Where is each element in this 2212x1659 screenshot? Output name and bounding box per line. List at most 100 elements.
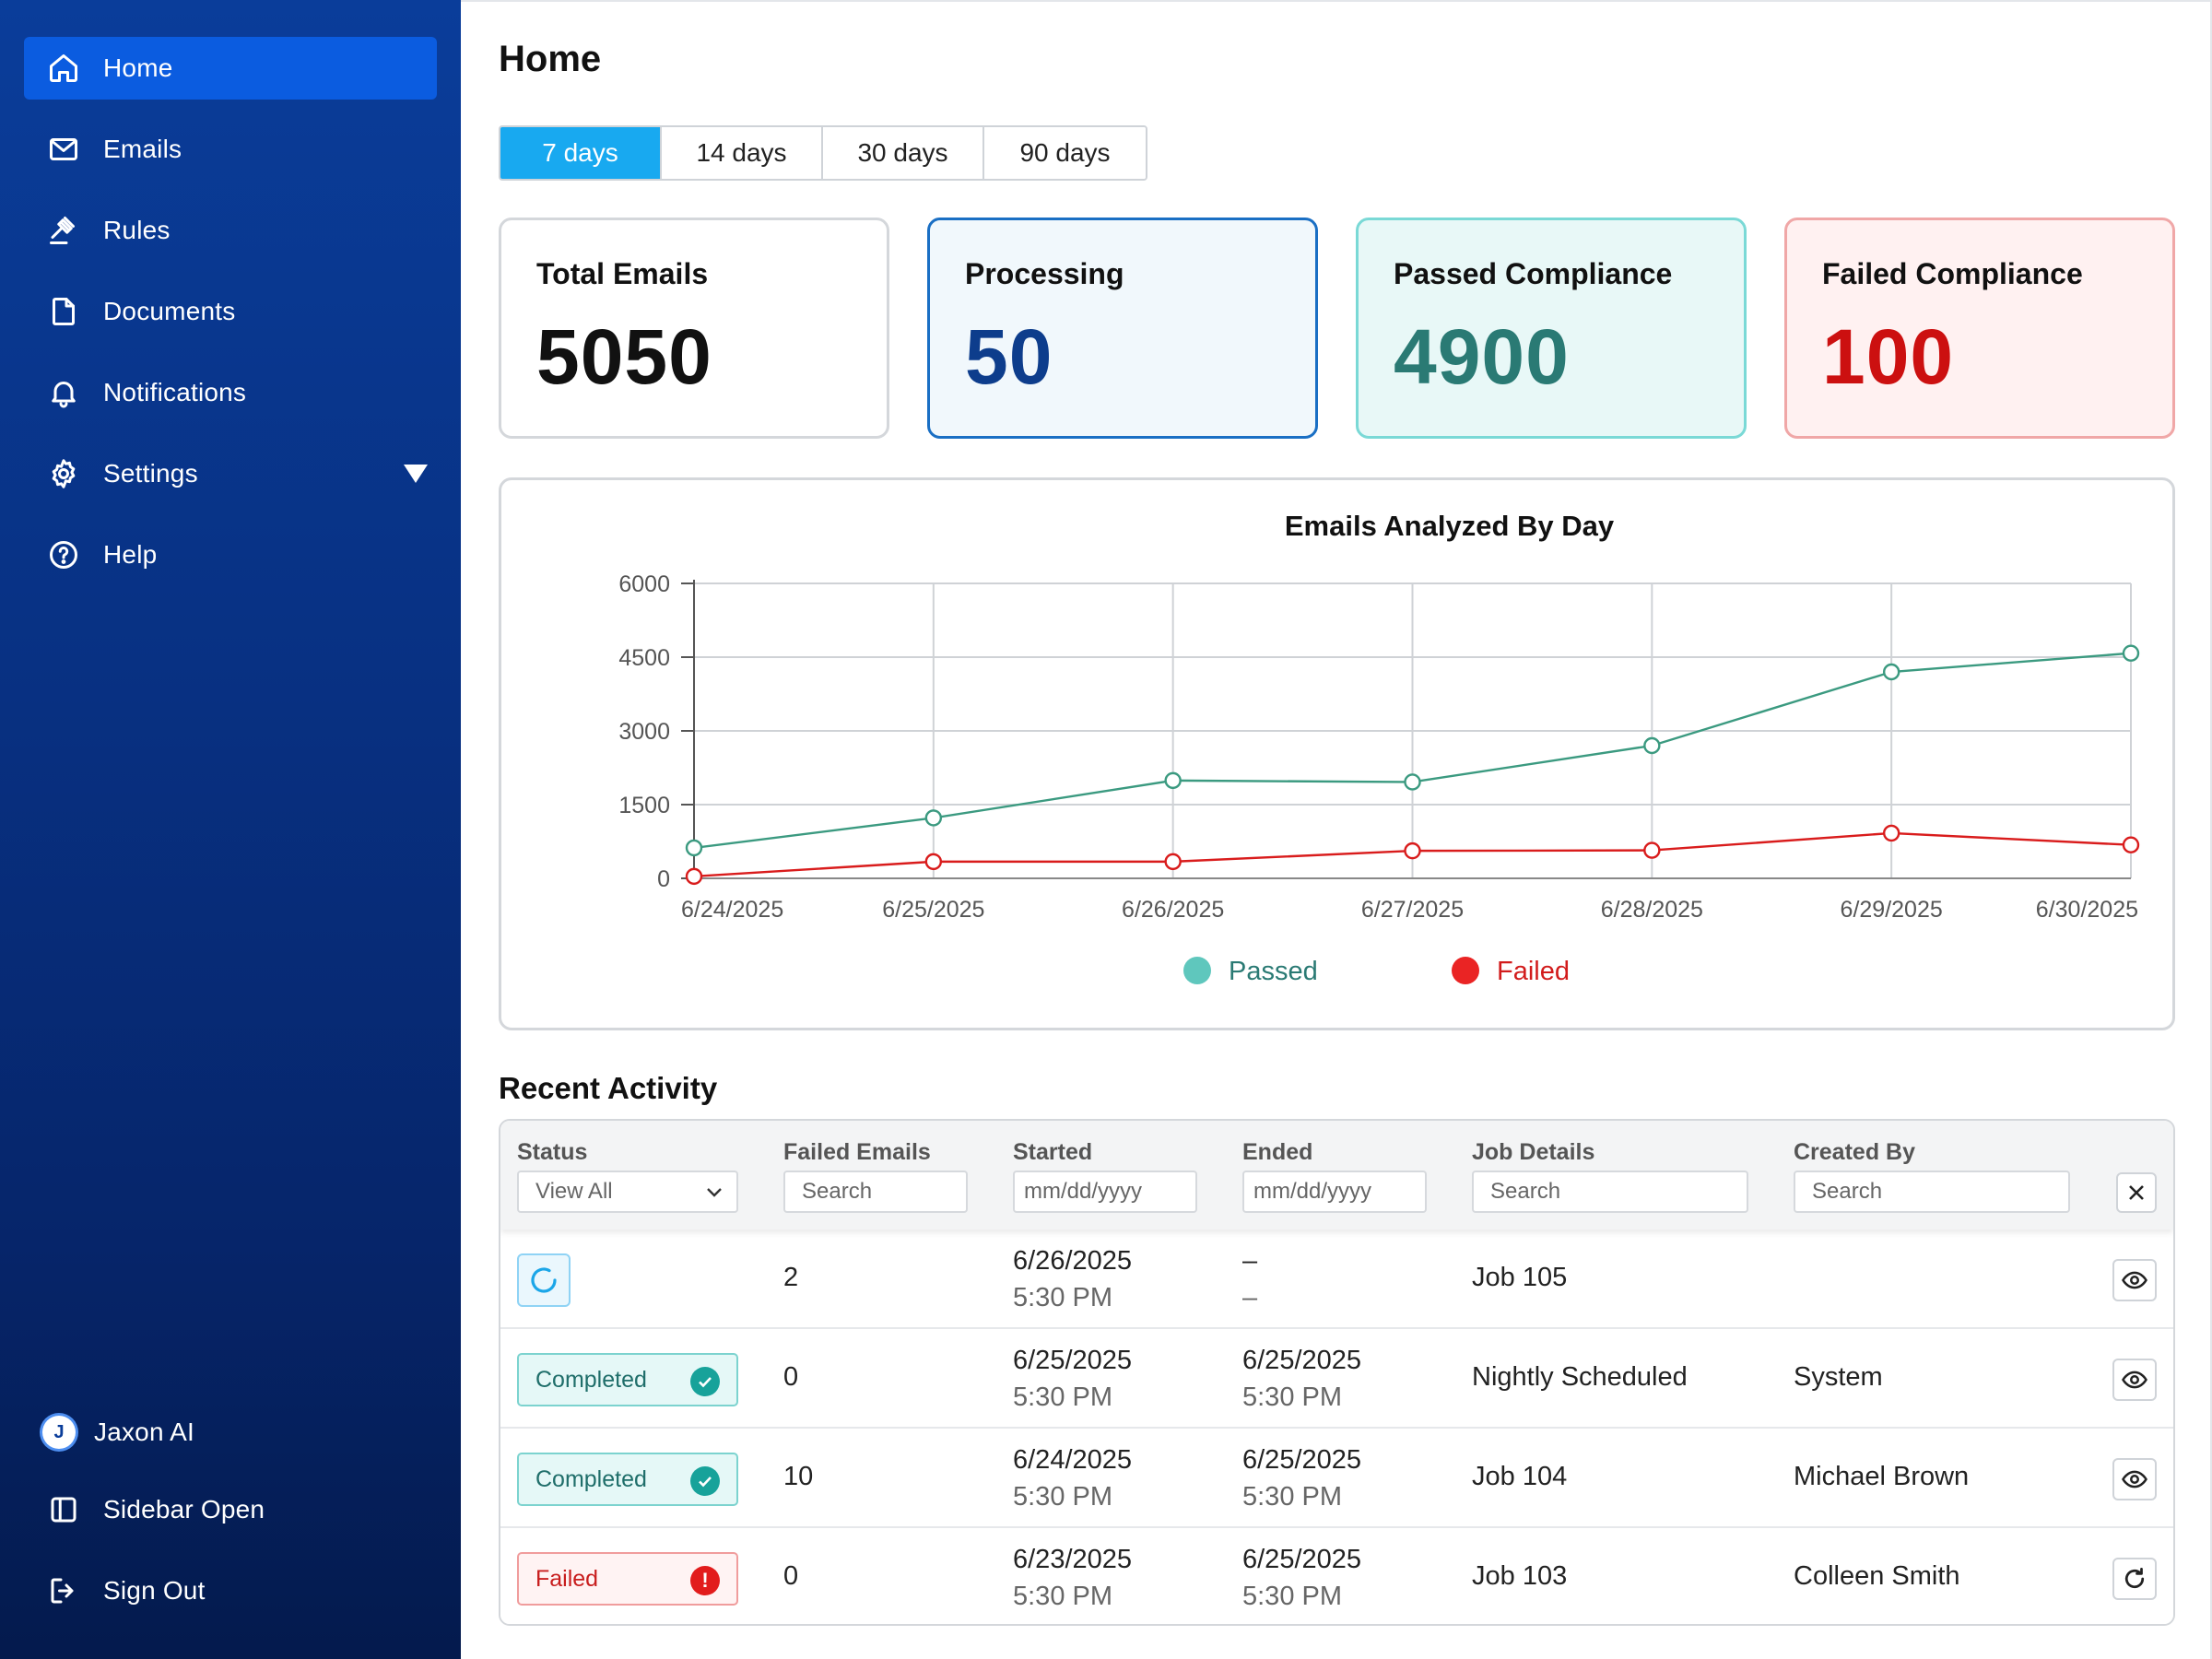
clear-filters-button[interactable] — [2116, 1172, 2157, 1213]
started-date: 6/25/2025 — [1013, 1346, 1133, 1375]
stat-card-processing: Processing 50 — [927, 218, 1318, 439]
ended-cell: 6/25/2025 5:30 PM — [1242, 1342, 1361, 1416]
emails-by-day-chart: Emails Analyzed By Day 6000 4500 3000 1500 0 6… — [499, 477, 2175, 1030]
help-icon — [24, 538, 103, 571]
sidebar-item-rules[interactable]: Rules — [24, 199, 437, 262]
data-point-passed — [1164, 771, 1182, 790]
chart-title: Emails Analyzed By Day — [1285, 510, 1615, 542]
sign-out-icon — [24, 1574, 103, 1607]
table-row[interactable]: Failed ! 0 6/23/2025 5:30 PM 6/25/2025 5… — [500, 1528, 2173, 1624]
status-filter-select[interactable]: View All — [517, 1171, 738, 1213]
sidebar-toggle[interactable]: Sidebar Open — [24, 1478, 437, 1541]
column-header-started[interactable]: Started — [1013, 1139, 1093, 1165]
x-tick-label: 6/29/2025 — [1841, 897, 1943, 923]
home-icon — [24, 52, 103, 85]
y-tick-label: 4500 — [618, 645, 670, 671]
close-icon — [2129, 1185, 2144, 1200]
processing-status — [517, 1253, 571, 1307]
column-header-ended[interactable]: Ended — [1242, 1139, 1313, 1165]
ended-cell: – – — [1242, 1242, 1257, 1316]
ended-date-filter-input[interactable]: mm/dd/yyyy — [1242, 1171, 1427, 1213]
started-date: 6/24/2025 — [1013, 1445, 1133, 1475]
failed-emails-filter-input[interactable]: Search — [783, 1171, 968, 1213]
y-tick-label: 6000 — [618, 571, 670, 597]
date-range-selector: 7 days 14 days 30 days 90 days — [499, 125, 1147, 181]
job-details-cell: Job 104 — [1472, 1462, 1568, 1491]
range-30-days[interactable]: 30 days — [823, 127, 984, 179]
stat-value: 4900 — [1394, 313, 1570, 400]
sidebar-item-emails[interactable]: Emails — [24, 118, 437, 181]
data-point-failed — [1404, 841, 1421, 860]
sidebar-item-label: Documents — [103, 297, 236, 325]
sign-out-label: Sign Out — [103, 1576, 206, 1605]
ended-date: 6/25/2025 — [1242, 1545, 1362, 1574]
legend-marker-passed — [1183, 957, 1211, 984]
table-row[interactable]: Completed 0 6/25/2025 5:30 PM 6/25/2025 … — [500, 1329, 2173, 1429]
stat-card-failed-compliance: Failed Compliance 100 — [1784, 218, 2175, 439]
started-date: 6/26/2025 — [1013, 1246, 1133, 1276]
sidebar-item-documents[interactable]: Documents — [24, 280, 437, 343]
column-header-created-by[interactable]: Created By — [1794, 1139, 1915, 1165]
data-point-passed — [1882, 663, 1900, 681]
started-time: 5:30 PM — [1013, 1582, 1112, 1611]
failed-emails-cell: 0 — [783, 1362, 799, 1392]
sidebar-item-notifications[interactable]: Notifications — [24, 361, 437, 424]
column-header-job-details[interactable]: Job Details — [1472, 1139, 1595, 1165]
eye-icon — [2122, 1371, 2147, 1389]
started-date-filter-input[interactable]: mm/dd/yyyy — [1013, 1171, 1197, 1213]
view-details-button[interactable] — [2112, 1259, 2157, 1301]
data-point-passed — [2122, 644, 2140, 662]
sign-out-button[interactable]: Sign Out — [24, 1559, 437, 1622]
job-details-filter-input[interactable]: Search — [1472, 1171, 1748, 1213]
range-14-days[interactable]: 14 days — [662, 127, 823, 179]
sidebar: Home Emails Rules Documents Notification… — [0, 0, 461, 1659]
status-badge: Failed ! — [517, 1552, 738, 1606]
stat-value: 100 — [1822, 313, 1955, 400]
view-details-button[interactable] — [2112, 1458, 2157, 1500]
sidebar-item-label: Emails — [103, 135, 182, 163]
status-badge: Completed — [517, 1453, 738, 1506]
column-header-failed-emails[interactable]: Failed Emails — [783, 1139, 931, 1165]
status-text: Failed — [535, 1565, 599, 1592]
range-7-days[interactable]: 7 days — [500, 127, 662, 179]
job-details-cell: Job 105 — [1472, 1263, 1568, 1292]
sidebar-item-label: Rules — [103, 216, 171, 244]
column-header-status[interactable]: Status — [517, 1139, 588, 1165]
y-tick-label: 0 — [657, 866, 670, 892]
recent-activity-title: Recent Activity — [499, 1071, 718, 1105]
ended-time: – — [1242, 1283, 1258, 1312]
status-badge: Completed — [517, 1353, 738, 1406]
chevron-down-icon[interactable] — [404, 465, 428, 483]
line-chart: Emails Analyzed By Day600045003000150006… — [618, 510, 2140, 986]
created-by-cell: Michael Brown — [1794, 1462, 1970, 1491]
ended-time: 5:30 PM — [1242, 1482, 1342, 1512]
sidebar-item-label: Settings — [103, 459, 198, 488]
error-icon: ! — [690, 1566, 720, 1595]
sidebar-item-home[interactable]: Home — [24, 37, 437, 100]
job-details-cell: Job 103 — [1472, 1561, 1568, 1591]
job-details-cell: Nightly Scheduled — [1472, 1362, 1688, 1392]
view-details-button[interactable] — [2112, 1359, 2157, 1401]
ended-date: 6/25/2025 — [1242, 1445, 1362, 1475]
y-tick-label: 1500 — [618, 793, 670, 818]
stat-card-passed-compliance: Passed Compliance 4900 — [1356, 218, 1747, 439]
started-cell: 6/24/2025 5:30 PM — [1013, 1441, 1132, 1515]
gavel-icon — [24, 214, 103, 247]
sidebar-toggle-label: Sidebar Open — [103, 1495, 265, 1524]
retry-button[interactable] — [2112, 1558, 2157, 1600]
created-by-filter-input[interactable]: Search — [1794, 1171, 2070, 1213]
sidebar-item-settings[interactable]: Settings — [24, 442, 437, 505]
chevron-down-icon — [707, 1188, 722, 1197]
ended-date: – — [1242, 1246, 1258, 1276]
spinner-icon — [531, 1267, 557, 1293]
ended-time: 5:30 PM — [1242, 1582, 1342, 1611]
org-switcher[interactable]: J Jaxon AI — [24, 1401, 437, 1464]
check-circle-icon — [690, 1466, 720, 1496]
table-row[interactable]: 2 6/26/2025 5:30 PM – – Job 105 — [500, 1230, 2173, 1329]
sidebar-item-help[interactable]: Help — [24, 524, 437, 586]
check-circle-icon — [690, 1367, 720, 1396]
ended-cell: 6/25/2025 5:30 PM — [1242, 1441, 1361, 1515]
stat-title: Failed Compliance — [1822, 257, 2083, 290]
range-90-days[interactable]: 90 days — [984, 127, 1146, 179]
table-row[interactable]: Completed 10 6/24/2025 5:30 PM 6/25/2025… — [500, 1429, 2173, 1528]
